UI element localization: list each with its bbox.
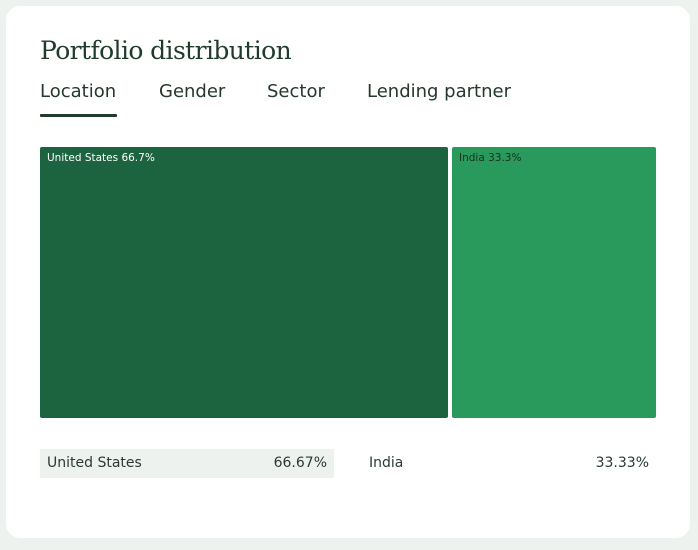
legend-percent: 33.33% — [595, 455, 649, 471]
tab-sector[interactable]: Sector — [267, 81, 325, 102]
distribution-legend: United States 66.67% India 33.33% — [40, 449, 656, 478]
treemap-tile-india[interactable]: India 33.3% — [452, 147, 656, 418]
page-title: Portfolio distribution — [40, 36, 292, 65]
treemap-tile-united-states[interactable]: United States 66.7% — [40, 147, 448, 418]
legend-row-united-states[interactable]: United States 66.67% — [40, 449, 334, 478]
legend-name: India — [369, 455, 404, 471]
active-tab-indicator — [40, 114, 117, 117]
tab-location[interactable]: Location — [40, 81, 117, 102]
treemap-tile-label: United States 66.7% — [47, 152, 155, 164]
tab-lending-partner[interactable]: Lending partner — [367, 81, 511, 102]
tab-gender[interactable]: Gender — [159, 81, 226, 102]
treemap-chart: United States 66.7% India 33.3% — [40, 147, 656, 418]
portfolio-card: Portfolio distribution Location Gender S… — [6, 6, 690, 538]
legend-name: United States — [47, 455, 142, 471]
legend-row-india[interactable]: India 33.33% — [362, 449, 656, 478]
treemap-tile-label: India 33.3% — [459, 152, 522, 164]
legend-percent: 66.67% — [273, 455, 327, 471]
